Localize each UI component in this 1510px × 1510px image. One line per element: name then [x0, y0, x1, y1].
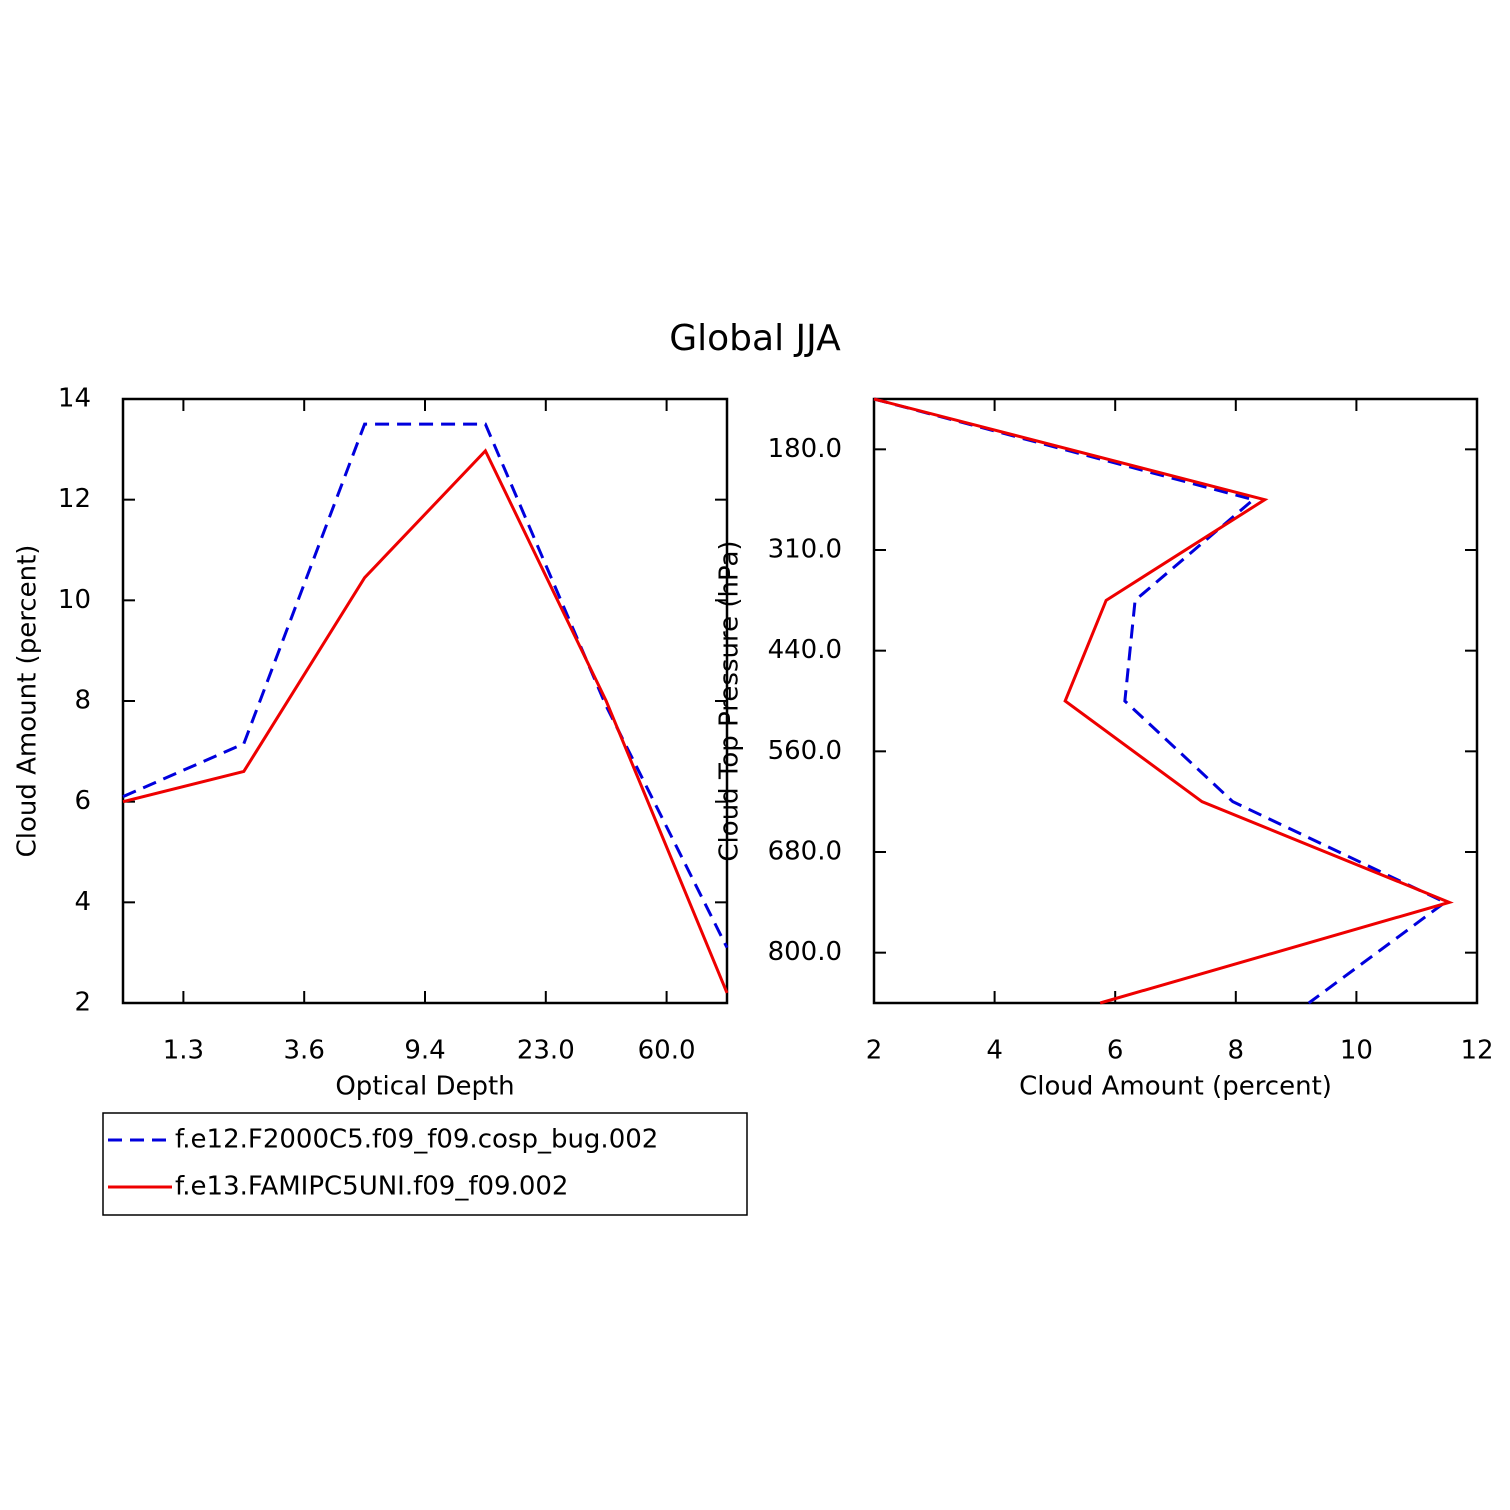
figure-title: Global JJA [669, 318, 841, 359]
y-tick-label: 6 [74, 786, 91, 816]
x-tick-label: 23.0 [517, 1036, 575, 1066]
y-tick-label: 310.0 [768, 535, 842, 565]
y-tick-label: 560.0 [768, 736, 842, 766]
x-tick-label: 4 [986, 1036, 1003, 1066]
legend-label: f.e12.F2000C5.f09_f09.cosp_bug.002 [175, 1125, 658, 1155]
x-tick-label: 12 [1460, 1036, 1493, 1066]
legend-box [102, 1112, 748, 1216]
y-tick-label: 8 [74, 686, 91, 716]
x-tick-label: 10 [1340, 1036, 1373, 1066]
y-tick-label: 440.0 [768, 635, 842, 665]
y-tick-label: 12 [58, 484, 91, 514]
y-tick-label: 10 [58, 585, 91, 615]
x-tick-label: 9.4 [404, 1036, 445, 1066]
y-axis-label: Cloud Top Pressure (hPa) [715, 540, 745, 861]
x-tick-label: 60.0 [638, 1036, 696, 1066]
x-axis-label: Cloud Amount (percent) [1019, 1072, 1332, 1102]
y-axis-label: Cloud Amount (percent) [13, 545, 43, 858]
data-line [122, 448, 729, 994]
plot-frame [872, 397, 1479, 1005]
y-tick-label: 800.0 [768, 937, 842, 967]
y-tick-label: 180.0 [768, 434, 842, 464]
y-tick-label: 4 [74, 887, 91, 917]
x-tick-label: 2 [866, 1036, 883, 1066]
x-tick-label: 3.6 [284, 1036, 325, 1066]
y-tick-label: 14 [58, 384, 91, 414]
data-line [873, 397, 1454, 1005]
x-tick-label: 1.3 [163, 1036, 204, 1066]
legend-label: f.e13.FAMIPC5UNI.f09_f09.002 [175, 1172, 568, 1202]
x-axis-label: Optical Depth [335, 1072, 514, 1102]
y-tick-label: 680.0 [768, 837, 842, 867]
data-line [873, 397, 1448, 1005]
data-line [122, 422, 729, 949]
plot-frame [121, 397, 729, 1005]
x-tick-label: 8 [1228, 1036, 1245, 1066]
y-tick-label: 2 [74, 988, 91, 1018]
x-tick-label: 6 [1107, 1036, 1124, 1066]
